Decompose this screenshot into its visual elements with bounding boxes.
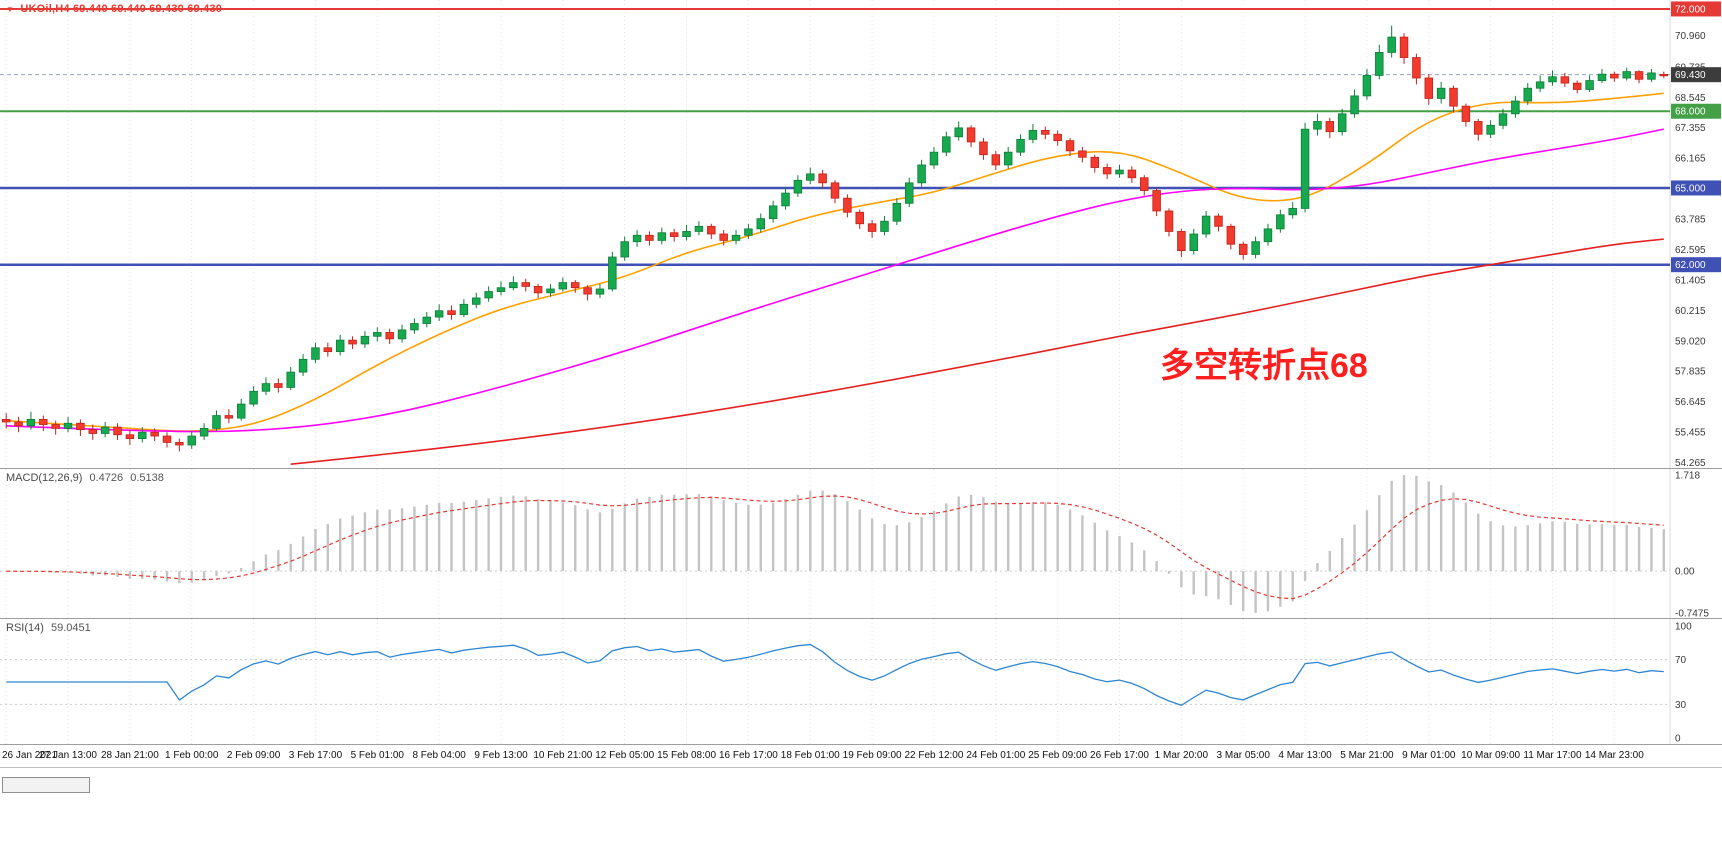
main-chart-panel[interactable]: ▼ UKOil,H4 69.440 69.440 69.430 69.430 多… (0, 0, 1722, 468)
x-axis-label: 26 Feb 17:00 (1090, 750, 1149, 761)
x-axis-label: 15 Feb 08:00 (657, 750, 717, 761)
x-axis-label: 12 Feb 05:00 (595, 750, 655, 761)
x-axis-label: 10 Mar 09:00 (1461, 750, 1521, 761)
svg-text:30: 30 (1675, 700, 1687, 711)
symbol-name: UKOil,H4 (20, 3, 70, 15)
svg-text:100: 100 (1675, 622, 1692, 633)
svg-text:68.000: 68.000 (1675, 107, 1706, 118)
svg-text:55.455: 55.455 (1675, 428, 1706, 439)
rsi-chart[interactable]: 100 70 30 0 (0, 619, 1722, 745)
x-axis-label: 26 Jan 2021 (2, 750, 58, 761)
macd-panel[interactable]: MACD(12,26,9) 0.4726 0.5138 1.718 0.00 -0.… (0, 468, 1722, 619)
chart-annotation: 多空转折点68 (1160, 347, 1368, 385)
svg-text:72.000: 72.000 (1675, 4, 1706, 15)
dropdown-arrow-icon: ▼ (6, 5, 15, 14)
bottom-bar (0, 768, 1722, 839)
rsi-label: RSI(14) 59.0451 (6, 622, 91, 634)
svg-text:67.355: 67.355 (1675, 123, 1706, 134)
svg-text:63.785: 63.785 (1675, 215, 1706, 226)
svg-text:56.645: 56.645 (1675, 397, 1706, 408)
x-axis-label: 1 Mar 20:00 (1154, 750, 1209, 761)
svg-text:1.718: 1.718 (1675, 471, 1700, 482)
x-axis-label: 8 Feb 04:00 (412, 750, 466, 761)
svg-text:57.835: 57.835 (1675, 367, 1706, 378)
symbol-title: ▼ UKOil,H4 69.440 69.440 69.430 69.430 (6, 3, 222, 15)
rsi-value: 59.0451 (50, 622, 91, 634)
x-axis-label: 5 Mar 21:00 (1340, 750, 1394, 761)
macd-chart[interactable]: 1.718 0.00 -0.7475 (0, 469, 1722, 619)
x-axis-label: 10 Feb 21:00 (533, 750, 593, 761)
x-axis-label: 19 Feb 09:00 (842, 750, 902, 761)
svg-text:70.960: 70.960 (1675, 31, 1706, 42)
svg-text:62.000: 62.000 (1675, 260, 1706, 271)
svg-text:68.545: 68.545 (1675, 93, 1706, 104)
svg-text:62.595: 62.595 (1675, 245, 1706, 256)
svg-text:0: 0 (1675, 734, 1681, 745)
x-axis-label: 4 Mar 13:00 (1278, 750, 1332, 761)
x-axis-label: 14 Mar 23:00 (1584, 750, 1644, 761)
x-axis-label: 18 Feb 01:00 (780, 750, 840, 761)
x-axis-label: 28 Jan 21:00 (100, 750, 159, 761)
horizontal-scrollbar-thumb[interactable] (2, 777, 90, 793)
svg-text:66.165: 66.165 (1675, 154, 1706, 165)
x-axis-label: 5 Feb 01:00 (350, 750, 404, 761)
svg-text:60.215: 60.215 (1675, 306, 1706, 317)
x-axis-label: 9 Feb 13:00 (474, 750, 528, 761)
x-axis-label: 16 Feb 17:00 (718, 750, 778, 761)
time-axis: 26 Jan 2021 27 Jan 13:00 28 Jan 21:00 1 Feb… (0, 744, 1722, 768)
x-axis-label: 3 Feb 17:00 (288, 750, 343, 761)
candlestick-chart[interactable]: 70.96069.73568.54567.35566.16563.78562.5… (0, 0, 1722, 468)
x-axis-label: 11 Mar 17:00 (1523, 750, 1582, 761)
svg-text:65.000: 65.000 (1675, 183, 1706, 194)
x-axis-label: 9 Mar 01:00 (1402, 750, 1456, 761)
svg-text:61.405: 61.405 (1675, 275, 1706, 286)
x-axis-label: 25 Feb 09:00 (1028, 750, 1088, 761)
x-axis-label: 27 Jan 13:00 (39, 750, 97, 761)
x-axis-label: 3 Mar 05:00 (1216, 750, 1270, 761)
svg-text:-0.7475: -0.7475 (1675, 609, 1709, 620)
macd-label: MACD(12,26,9) 0.4726 0.5138 (6, 472, 164, 484)
svg-text:59.020: 59.020 (1675, 336, 1706, 347)
x-axis-label: 22 Feb 12:00 (904, 750, 964, 761)
x-axis-label: 24 Feb 01:00 (966, 750, 1026, 761)
symbol-ohlc: 69.440 69.440 69.430 69.430 (72, 3, 223, 15)
rsi-panel[interactable]: RSI(14) 59.0451 100 70 30 0 (0, 618, 1722, 745)
svg-text:0.00: 0.00 (1675, 567, 1695, 578)
svg-text:54.265: 54.265 (1675, 458, 1706, 468)
macd-value-signal: 0.5138 (130, 472, 164, 484)
x-axis-label: 1 Feb 00:00 (165, 750, 219, 761)
svg-text:69.430: 69.430 (1675, 70, 1706, 81)
macd-value-main: 0.4726 (89, 472, 124, 484)
svg-text:70: 70 (1675, 655, 1687, 666)
x-axis-label: 2 Feb 09:00 (226, 750, 281, 761)
